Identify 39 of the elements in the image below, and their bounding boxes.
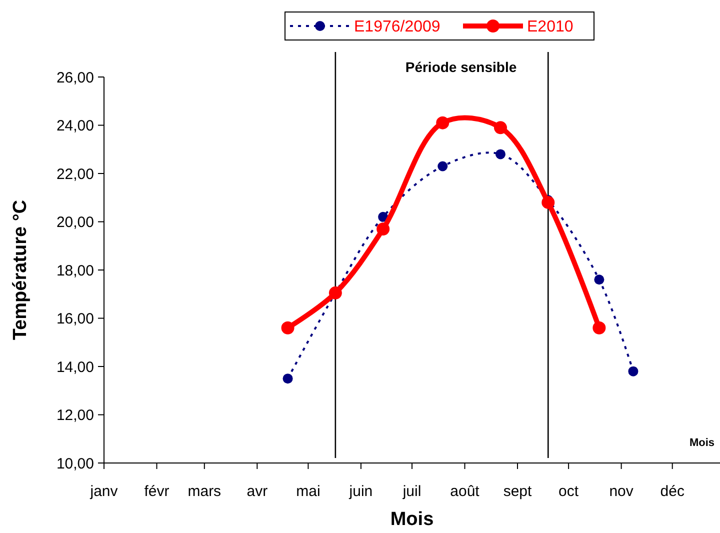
y-axis-title: Température °C	[10, 200, 31, 340]
x-tick-label: oct	[558, 483, 580, 500]
x-tick-label: déc	[660, 483, 685, 500]
point	[436, 116, 450, 130]
point	[438, 161, 448, 172]
text: Période sensible	[405, 59, 517, 75]
y-tick-label: 16,00	[56, 310, 94, 328]
x-tick-label: mai	[296, 483, 320, 500]
x-tick-label: sept	[503, 483, 533, 500]
x-tick-label: mars	[188, 483, 222, 500]
point	[281, 321, 294, 334]
point	[592, 321, 606, 334]
y-tick-label: 24,00	[56, 118, 94, 134]
point	[494, 121, 507, 134]
x-axis-title: Mois	[390, 509, 434, 530]
legend-label: E2010	[527, 18, 574, 36]
point	[376, 222, 390, 236]
y-tick-label: 14,00	[56, 358, 94, 376]
x-tick-label: juil	[402, 483, 422, 500]
x-tick-label: nov	[609, 483, 634, 500]
point	[628, 366, 638, 376]
y-tick-label: 10,00	[56, 455, 94, 472]
y-tick-label: 20,00	[56, 214, 94, 231]
x-tick-label: juin	[348, 483, 373, 500]
point	[542, 196, 555, 209]
legend-label: E1976/2009	[354, 18, 440, 36]
point	[594, 274, 604, 285]
y-tick-label: 18,00	[56, 262, 94, 280]
y-tick-label: 26,00	[56, 69, 94, 86]
y-tick-label: 12,00	[56, 407, 94, 424]
x-tick-label: févr	[144, 483, 170, 500]
y-tick-label: 22,00	[56, 166, 94, 183]
point	[378, 212, 388, 222]
annotation: Mois	[689, 437, 715, 449]
x-tick-label: avr	[246, 483, 268, 500]
x-tick-label: août	[450, 483, 480, 500]
x-tick-label: janv	[89, 483, 118, 500]
point	[282, 374, 293, 384]
point	[495, 149, 506, 160]
